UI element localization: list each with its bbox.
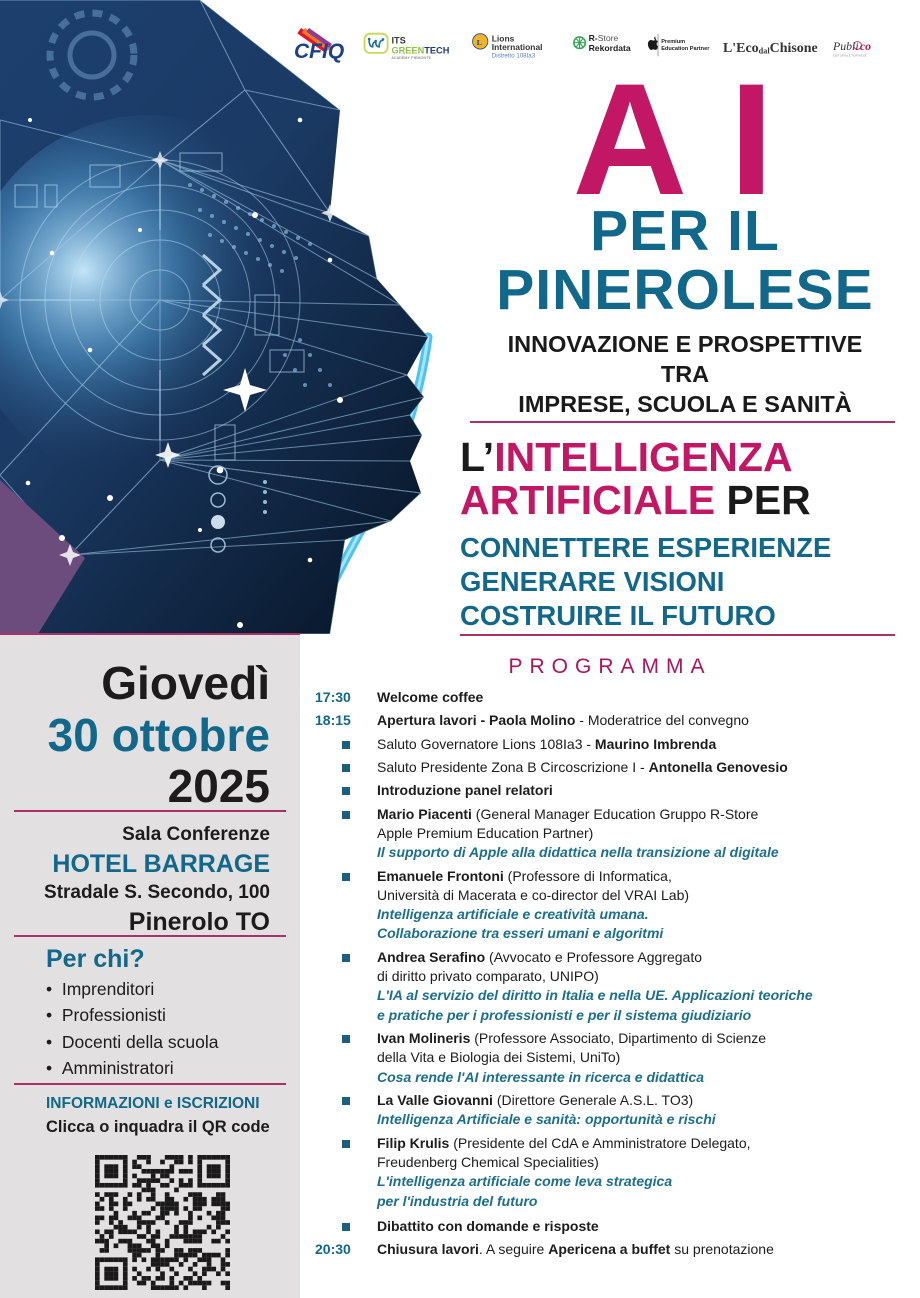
svg-text:Premium: Premium — [661, 39, 685, 45]
svg-text:ITS: ITS — [391, 35, 405, 45]
svg-text:R-Store: R-Store — [589, 33, 619, 43]
svg-text:International: International — [492, 42, 543, 52]
svg-text:Distretto 108Ia3: Distretto 108Ia3 — [492, 53, 536, 60]
svg-text:ACADEMY PIEMONTE: ACADEMY PIEMONTE — [391, 56, 431, 60]
svg-text:CFIQ: CFIQ — [294, 40, 344, 63]
svg-text:GREENTECH: GREENTECH — [391, 45, 449, 55]
svg-text:Publi: Publi — [833, 39, 859, 53]
svg-text:EDITORIALE TORINESE: EDITORIALE TORINESE — [833, 53, 867, 57]
svg-text:L: L — [477, 38, 482, 47]
